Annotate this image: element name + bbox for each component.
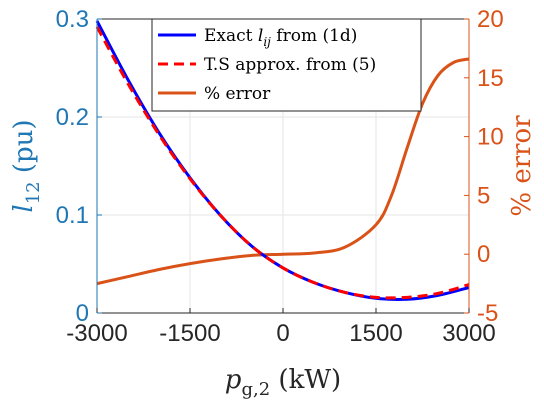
y-left-axis-label-sub: 12 xyxy=(23,181,44,204)
legend-label-main: Exact xyxy=(204,26,258,46)
x-axis-label-units: (kW) xyxy=(270,365,341,395)
legend-label-main: % error xyxy=(204,84,271,104)
legend-label-var: l xyxy=(258,26,263,46)
y-right-tick-label: 0 xyxy=(477,241,490,268)
y-right-tick-label: 20 xyxy=(477,6,504,33)
x-axis-label-sub: g,2 xyxy=(241,379,270,400)
y-left-tick-label: 0 xyxy=(76,300,89,327)
y-right-tick-label: 15 xyxy=(477,65,504,92)
legend-label-tail: from (1d) xyxy=(271,26,358,46)
y-right-tick-label: 5 xyxy=(477,182,490,209)
y-left-tick-label: 0.2 xyxy=(56,104,89,131)
legend: Exact lij from (1d) T.S approx. from (5)%… xyxy=(151,18,422,112)
y-right-tick-label: 10 xyxy=(477,124,504,151)
x-tick-label: 0 xyxy=(276,320,289,347)
y-right-axis-label: % error xyxy=(507,115,537,217)
x-axis-label-var: p xyxy=(225,365,242,395)
x-axis-label: pg,2 (kW) xyxy=(225,365,341,400)
legend-label: T.S approx. from (5) xyxy=(204,55,376,75)
legend-label: % error xyxy=(204,84,271,104)
series-line-1 xyxy=(95,26,470,300)
x-tick-label: 1500 xyxy=(349,320,402,347)
legend-label-main: T.S approx. from (5) xyxy=(204,55,376,75)
legend-box xyxy=(151,18,422,112)
ticks: -3000 -1500 0 1500 3000 0 0.1 0.2 0.3 -5 0 5 10 15 20 xyxy=(56,6,504,347)
axis-labels: pg,2 (kW) l12 (pu) % error xyxy=(9,115,537,400)
x-tick-label: 3000 xyxy=(442,320,495,347)
x-tick-label: -3000 xyxy=(66,320,127,347)
legend-label-sub: ij xyxy=(263,35,271,49)
y-left-tick-label: 0.1 xyxy=(56,202,89,229)
y-right-tick-label: -5 xyxy=(477,300,498,327)
y-left-axis-label-units: (pu) xyxy=(9,119,39,181)
y-left-tick-label: 0.3 xyxy=(56,6,89,33)
y-left-axis-label: l12 (pu) xyxy=(9,119,44,212)
y-left-axis-label-var: l xyxy=(9,204,39,212)
x-tick-label: -1500 xyxy=(159,320,220,347)
legend-label: Exact lij from (1d) xyxy=(204,26,357,49)
series-group xyxy=(95,20,470,301)
series-line-2 xyxy=(96,57,470,286)
